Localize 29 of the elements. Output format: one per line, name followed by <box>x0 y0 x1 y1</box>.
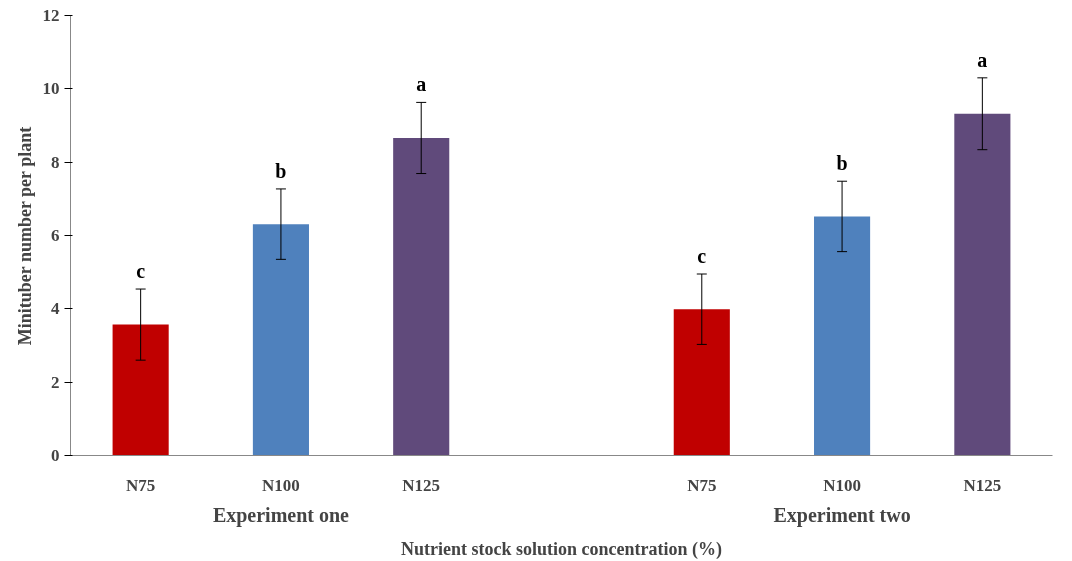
y-tick-label: 0 <box>51 446 60 465</box>
x-tick-label: N100 <box>823 475 861 495</box>
x-axis-title: Nutrient stock solution concentration (%) <box>401 538 722 560</box>
y-tick-label: 12 <box>42 6 60 25</box>
bar <box>252 224 309 456</box>
y-tick-label: 2 <box>51 372 60 392</box>
bar <box>673 309 730 456</box>
bar <box>954 113 1011 456</box>
data-label: b <box>836 151 848 174</box>
bar <box>393 137 450 456</box>
data-label: a <box>977 48 988 71</box>
data-label: c <box>697 244 707 267</box>
data-label: a <box>416 73 427 96</box>
y-tick-label: 10 <box>42 79 60 99</box>
text: Experiment one <box>212 503 350 527</box>
x-tick-label: N125 <box>402 475 441 495</box>
x-tick-label: N75 <box>687 475 717 495</box>
x-tick-label: N125 <box>963 475 1002 495</box>
data-label: b <box>275 159 287 182</box>
x-tick-label: N75 <box>126 475 156 495</box>
data-label: c <box>136 259 146 282</box>
bar <box>814 216 871 456</box>
y-tick-label: 6 <box>51 226 60 245</box>
text: Experiment two <box>773 503 911 527</box>
y-axis-title: Minituber number per plant <box>14 126 35 346</box>
x-tick-label: N100 <box>262 475 300 495</box>
y-tick-label: 8 <box>51 152 60 172</box>
bar <box>112 324 169 456</box>
y-tick-label: 4 <box>51 299 60 319</box>
